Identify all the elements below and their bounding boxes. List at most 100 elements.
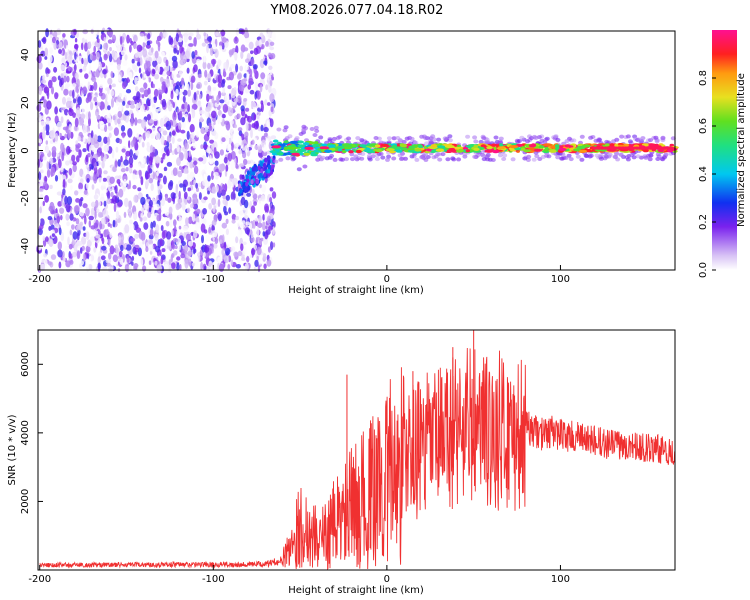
spectrogram-cell [58, 261, 62, 269]
spectrogram-cell [588, 153, 594, 158]
spectrogram-cell [175, 193, 179, 200]
spectrogram-cell [437, 145, 446, 149]
spectrogram-cell [131, 261, 134, 266]
spectrogram-cell [265, 84, 269, 91]
spectrogram-cell [44, 195, 49, 203]
spectrogram-cell [66, 97, 72, 103]
spectrogram-cell [612, 154, 618, 159]
spectrogram-cell [52, 31, 58, 38]
spectrogram-cell [246, 192, 252, 197]
spectrogram-cell [38, 171, 42, 181]
spectrogram-cell [548, 149, 557, 153]
spectrogram-cell [414, 148, 422, 152]
spectrogram-cell [253, 201, 257, 206]
spectrogram-cell [85, 181, 89, 190]
spectrogram-cell [250, 236, 255, 243]
spectrogram-cell [87, 81, 91, 90]
spectrogram-cell [113, 127, 119, 136]
spectrogram-cell [344, 157, 349, 162]
spectrogram-cell [324, 149, 333, 153]
spectrogram-cell [564, 139, 570, 144]
spectrogram-ylabel: Frequency (Hz) [7, 112, 18, 188]
spectrogram-cell [220, 103, 224, 108]
spectrogram-cell [614, 143, 619, 147]
spectrogram-cell [237, 127, 243, 132]
spectrogram-cell [225, 194, 230, 201]
spectrogram-cell [74, 117, 79, 128]
spectrogram-cell [65, 83, 71, 88]
spectrogram-cell [224, 211, 229, 216]
spectrogram-cell [124, 110, 130, 116]
spectrogram-cell [267, 102, 271, 106]
spectrogram-cell [249, 170, 253, 176]
spectrogram-cell [187, 187, 192, 192]
spectrogram-cell [239, 210, 244, 216]
spectrogram-cell [56, 121, 63, 129]
spectrogram-cell [262, 94, 266, 101]
spectrogram-cell [222, 87, 226, 94]
spectrogram-cell [208, 125, 213, 131]
spectrogram-cell [155, 245, 161, 253]
spectrogram-cell [248, 77, 254, 86]
spectrogram-cell [660, 135, 666, 140]
spectrogram-cell [201, 76, 206, 81]
spectrogram-cell [165, 78, 171, 88]
spectrogram-cell [264, 50, 269, 56]
spectrogram-cell [251, 139, 255, 145]
spectrogram-cell [647, 157, 653, 162]
spectrogram-cell [79, 247, 83, 254]
spectrogram-cell [229, 125, 234, 135]
spectrogram-cell [54, 106, 58, 115]
spectrogram-cell [64, 52, 68, 60]
spectrogram-cell [79, 168, 84, 178]
spectrogram-cell [180, 77, 185, 86]
spectrogram-cell [61, 110, 65, 117]
spectrogram-cell [119, 250, 123, 258]
spectrogram-cell [143, 35, 147, 44]
spectrogram-cell [197, 170, 202, 178]
spectrogram-cell [140, 196, 146, 206]
spectrogram-cell [211, 219, 217, 226]
spectrogram-cell [102, 189, 108, 194]
spectrogram-cell [88, 185, 92, 190]
spectrogram-cell [211, 230, 218, 238]
spectrogram-cell [101, 109, 106, 115]
spectrogram-xtick-label: -200 [28, 274, 51, 285]
spectrogram-cell [149, 250, 153, 255]
spectrogram-cell [195, 260, 199, 267]
spectrogram-cell [137, 118, 143, 124]
spectrogram-cell [217, 74, 223, 84]
spectrogram-cell [182, 55, 187, 63]
spectrogram-cell [140, 258, 144, 267]
spectrogram-cell [391, 136, 397, 141]
spectrogram-cell [499, 143, 504, 147]
spectrogram-cell [39, 218, 45, 227]
spectrogram-cell [134, 64, 138, 73]
spectrogram-cell [68, 65, 71, 72]
spectrogram-cell [171, 229, 174, 237]
spectrogram-cell [177, 170, 183, 178]
spectrogram-cell [259, 54, 265, 58]
spectrogram-cell [309, 127, 315, 131]
spectrogram-cell [191, 103, 198, 110]
spectrogram-cell [66, 75, 70, 83]
spectrogram-cell [120, 50, 127, 56]
spectrogram-cell [176, 157, 181, 166]
spectrogram-cell [117, 118, 121, 125]
spectrogram-cell [329, 153, 335, 158]
spectrogram-cell [245, 256, 250, 262]
spectrogram-cell [107, 77, 113, 85]
spectrogram-cell [245, 65, 249, 71]
spectrogram-cell [283, 146, 290, 150]
spectrogram-cell [156, 35, 162, 42]
spectrogram-cell [359, 156, 365, 161]
spectrogram-cell [178, 216, 183, 225]
spectrogram-cell [261, 184, 267, 193]
spectrogram-cell [128, 156, 134, 166]
spectrogram-cell [165, 250, 170, 259]
spectrogram-cell [206, 90, 211, 95]
spectrogram-cell [65, 100, 72, 109]
spectrogram-cell [237, 229, 242, 238]
spectrogram-cell [95, 230, 99, 235]
snr-panel: -200 -100 0 100 2000 4000 6000 Height of strai… [7, 329, 676, 596]
